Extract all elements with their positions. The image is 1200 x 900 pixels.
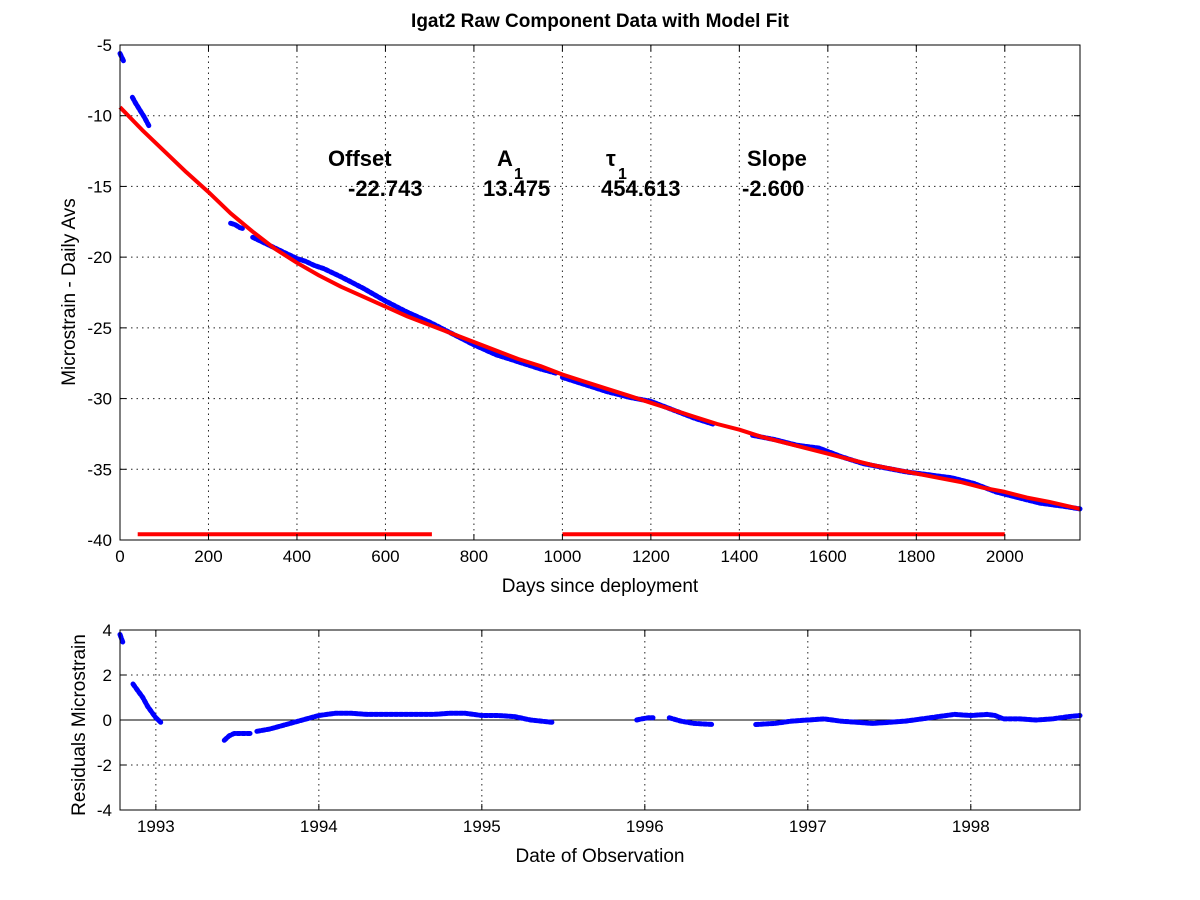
param-header-a1: A — [497, 146, 513, 171]
bottom-data-series-segment — [130, 681, 164, 725]
bottom-data-series-segment — [634, 715, 656, 723]
top-y-tick-label: -30 — [87, 390, 112, 409]
top-data-series-segment — [129, 94, 152, 129]
bottom-x-tick-label: 1995 — [463, 817, 501, 836]
top-x-tick-label: 1600 — [809, 547, 847, 566]
top-y-tick-label: -20 — [87, 248, 112, 267]
top-x-tick-label: 1400 — [720, 547, 758, 566]
top-y-tick-label: -5 — [97, 36, 112, 55]
bottom-y-tick-label: 4 — [103, 621, 112, 640]
model-parameters: Offset A 1 τ 1 Slope -22.743 13.475 454.… — [328, 146, 807, 201]
top-ticks: 0 200 400 600 800 1000 1200 1400 1600 1800 2000 -5 -… — [87, 36, 1080, 566]
param-value-tau1: 454.613 — [601, 176, 681, 201]
bottom-x-tick-label: 1996 — [626, 817, 664, 836]
bottom-y-axis-label: Residuals Microstrain — [69, 634, 90, 816]
top-x-tick-label: 1000 — [543, 547, 581, 566]
top-y-tick-label: -35 — [87, 460, 112, 479]
bottom-y-tick-label: -4 — [97, 801, 112, 820]
bottom-x-tick-label: 1997 — [789, 817, 827, 836]
chart-title: Igat2 Raw Component Data with Model Fit — [411, 11, 790, 32]
param-value-offset: -22.743 — [348, 176, 423, 201]
param-header-offset: Offset — [328, 146, 392, 171]
top-x-tick-label: 600 — [371, 547, 399, 566]
top-y-tick-label: -40 — [87, 531, 112, 550]
bottom-x-tick-label: 1994 — [300, 817, 338, 836]
bottom-data-series-segment — [666, 715, 716, 727]
top-x-tick-label: 2000 — [986, 547, 1024, 566]
param-value-slope: -2.600 — [742, 176, 804, 201]
top-x-tick-label: 1800 — [897, 547, 935, 566]
top-grid — [120, 45, 1080, 540]
top-y-tick-label: -10 — [87, 107, 112, 126]
param-header-a1-subscript: 1 — [514, 166, 523, 183]
bottom-x-axis-label: Date of Observation — [516, 846, 685, 867]
top-x-tick-label: 200 — [194, 547, 222, 566]
bottom-plot: 1993 1994 1995 1996 1997 1998 4 2 0 -2 -4 Date of … — [69, 621, 1083, 867]
top-y-tick-label: -25 — [87, 319, 112, 338]
top-model-fit-line — [118, 105, 1081, 511]
top-plot-frame — [119, 44, 1081, 541]
param-header-slope: Slope — [747, 146, 807, 171]
bottom-x-tick-label: 1993 — [137, 817, 175, 836]
bottom-y-tick-label: -2 — [97, 756, 112, 775]
top-x-axis-label: Days since deployment — [502, 576, 699, 597]
bottom-data-series-segment — [221, 731, 253, 743]
top-plot: 0 200 400 600 800 1000 1200 1400 1600 1800 2000 -5 -… — [59, 11, 1083, 597]
bottom-data-series-segment — [753, 711, 1083, 727]
param-header-tau1: τ — [606, 146, 616, 171]
bottom-y-tick-label: 0 — [103, 711, 112, 730]
bottom-y-tick-label: 2 — [103, 666, 112, 685]
bottom-x-tick-label: 1998 — [952, 817, 990, 836]
top-series — [117, 51, 1083, 537]
top-x-tick-label: 0 — [115, 547, 124, 566]
bottom-data-series-segment — [254, 710, 555, 734]
bottom-ticks: 1993 1994 1995 1996 1997 1998 4 2 0 -2 -4 — [97, 621, 1080, 836]
param-header-tau1-subscript: 1 — [618, 166, 627, 183]
top-data-series-segment — [228, 220, 247, 232]
param-value-a1: 13.475 — [483, 176, 550, 201]
top-x-tick-label: 400 — [283, 547, 311, 566]
top-y-tick-label: -15 — [87, 177, 112, 196]
top-x-tick-label: 1200 — [632, 547, 670, 566]
bottom-data-series-segment — [117, 632, 126, 646]
top-data-series-segment — [117, 51, 127, 65]
top-x-tick-label: 800 — [460, 547, 488, 566]
bottom-series — [117, 632, 1083, 743]
top-y-axis-label: Microstrain - Daily Avs — [59, 198, 80, 386]
